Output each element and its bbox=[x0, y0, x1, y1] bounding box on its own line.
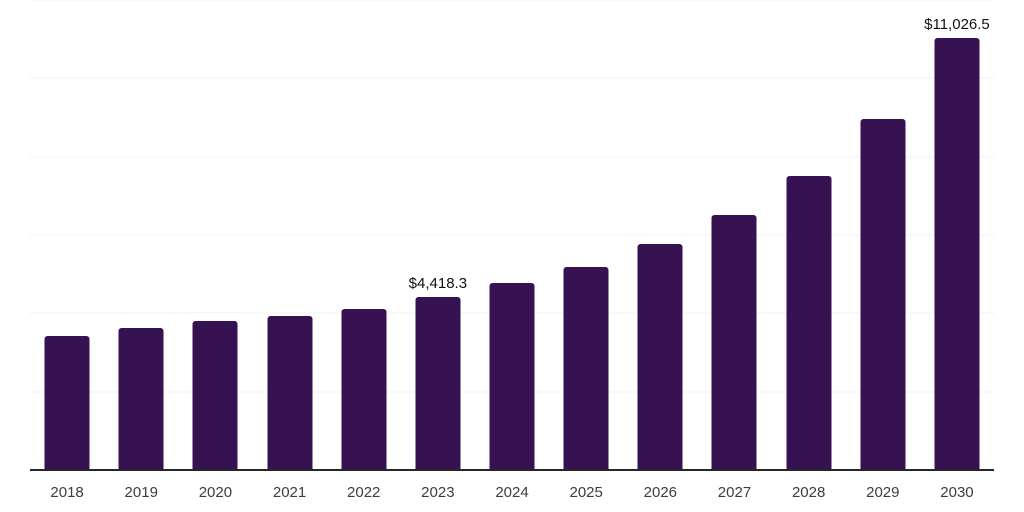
bar-2026 bbox=[637, 244, 683, 470]
x-tick-label-2020: 2020 bbox=[198, 484, 233, 501]
bar-slot bbox=[252, 0, 326, 470]
x-tick-label-2025: 2025 bbox=[569, 484, 603, 501]
x-tick-label-2026: 2026 bbox=[643, 484, 678, 501]
bar-2029 bbox=[860, 119, 906, 470]
bar-slot bbox=[549, 0, 623, 470]
plot-area: $4,418.3 $11,026.5 bbox=[30, 0, 994, 471]
bar-2021 bbox=[267, 315, 313, 470]
data-label-2030: $11,026.5 bbox=[924, 16, 990, 34]
bar-2023: $4,418.3 bbox=[409, 275, 467, 470]
x-tick-label-2028: 2028 bbox=[791, 484, 826, 501]
bar-slot bbox=[697, 0, 771, 470]
bar-2018 bbox=[44, 335, 90, 470]
bar-slot bbox=[623, 0, 697, 470]
bar-slot bbox=[178, 0, 252, 470]
bar-slot: $4,418.3 bbox=[401, 0, 475, 470]
bar-2020 bbox=[192, 321, 238, 470]
x-axis-tick-labels: 2018 2019 2020 2021 2022 2023 2024 2025 2026 2027… bbox=[30, 484, 994, 501]
bar-2028 bbox=[786, 175, 832, 470]
gridline bbox=[30, 234, 994, 236]
x-tick-label-2022: 2022 bbox=[347, 484, 381, 501]
bar-slot: $11,026.5 bbox=[920, 0, 994, 470]
bar-2024 bbox=[489, 283, 535, 470]
x-tick-label-2018: 2018 bbox=[50, 484, 84, 501]
x-tick-label-2029: 2029 bbox=[866, 484, 900, 501]
x-axis-line bbox=[30, 469, 994, 471]
bar-2025 bbox=[563, 266, 609, 470]
gridline bbox=[30, 0, 994, 1]
bar-slot bbox=[327, 0, 401, 470]
x-tick-label-2019: 2019 bbox=[124, 484, 158, 501]
bar-2019 bbox=[118, 327, 164, 470]
bars-container: $4,418.3 $11,026.5 bbox=[30, 0, 994, 470]
bar-slot bbox=[30, 0, 104, 470]
x-tick-label-2023: 2023 bbox=[421, 484, 455, 501]
x-tick-label-2027: 2027 bbox=[717, 484, 752, 501]
gridline bbox=[30, 77, 994, 79]
bar-2030: $11,026.5 bbox=[924, 16, 990, 470]
bar-slot bbox=[846, 0, 920, 470]
x-tick-label-2024: 2024 bbox=[495, 484, 529, 501]
x-tick-label-2021: 2021 bbox=[272, 484, 307, 501]
x-tick-label-2030: 2030 bbox=[940, 484, 974, 501]
bar-slot bbox=[772, 0, 846, 470]
gridline bbox=[30, 156, 994, 158]
bar-2027 bbox=[711, 215, 757, 470]
bar-slot bbox=[104, 0, 178, 470]
bar-2022 bbox=[341, 308, 387, 470]
bar-slot bbox=[475, 0, 549, 470]
data-label-2023: $4,418.3 bbox=[408, 274, 468, 292]
